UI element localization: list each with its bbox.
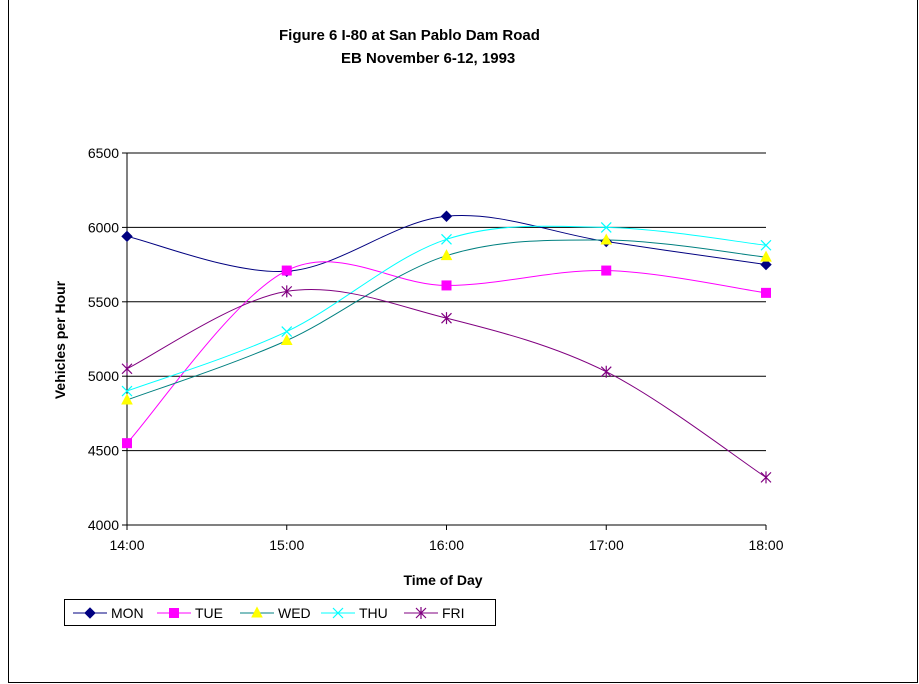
legend-label: THU bbox=[359, 604, 388, 621]
x-axis-label: Time of Day bbox=[403, 572, 482, 588]
y-tick-label: 4000 bbox=[88, 517, 119, 533]
legend-label: TUE bbox=[195, 604, 223, 621]
legend-marker-mon bbox=[84, 606, 96, 619]
legend-label: FRI bbox=[442, 604, 465, 621]
data-point-fri bbox=[121, 362, 133, 375]
data-point-thu bbox=[441, 233, 452, 245]
data-point-wed bbox=[121, 393, 133, 405]
gridlines bbox=[127, 152, 766, 452]
legend-label: MON bbox=[111, 604, 144, 621]
legend-swatch bbox=[321, 607, 355, 618]
data-point-fri bbox=[600, 365, 612, 378]
y-tick-label: 4500 bbox=[88, 443, 119, 459]
data-point-mon bbox=[440, 210, 453, 222]
legend-item-thu: THU bbox=[321, 600, 388, 625]
legend-marker-wed bbox=[251, 605, 263, 617]
legend-item-tue: TUE bbox=[157, 600, 223, 625]
chart-title: Figure 6 I-80 at San Pablo Dam Road bbox=[279, 27, 540, 44]
legend-item-fri: FRI bbox=[404, 600, 465, 625]
data-point-tue bbox=[281, 265, 292, 276]
data-point-fri bbox=[441, 312, 452, 325]
data-point-tue bbox=[761, 287, 771, 298]
data-point-tue bbox=[122, 438, 132, 449]
x-tick-label: 16:00 bbox=[429, 537, 464, 553]
data-point-mon bbox=[121, 230, 133, 243]
data-point-fri bbox=[281, 285, 293, 298]
legend-item-mon: MON bbox=[73, 600, 144, 625]
legend-marker-fri bbox=[415, 606, 427, 619]
data-point-wed bbox=[760, 250, 772, 262]
chart-frame bbox=[8, 0, 918, 683]
data-point-tue bbox=[441, 280, 452, 291]
y-tick-label: 5500 bbox=[88, 294, 119, 310]
legend-marker-tue bbox=[169, 607, 179, 618]
data-point-thu bbox=[760, 239, 772, 251]
data-point-thu bbox=[600, 221, 612, 233]
y-tick-label: 6500 bbox=[88, 145, 119, 161]
y-axis-label: Vehicles per Hour bbox=[52, 280, 68, 399]
series-line-tue bbox=[126, 261, 767, 444]
series-markers bbox=[121, 210, 772, 484]
data-point-mon bbox=[760, 258, 772, 271]
legend-swatch bbox=[404, 606, 438, 619]
y-tick-label: 5000 bbox=[88, 368, 119, 384]
series-line-mon bbox=[126, 215, 767, 272]
data-point-fri bbox=[760, 471, 772, 484]
legend: MON TUE WED THU FRI bbox=[64, 599, 496, 626]
data-point-thu bbox=[121, 385, 133, 397]
x-tick-label: 18:00 bbox=[748, 537, 783, 553]
legend-swatch bbox=[240, 605, 274, 617]
legend-swatch bbox=[73, 606, 107, 619]
legend-swatch bbox=[157, 607, 191, 618]
legend-item-wed: WED bbox=[240, 600, 311, 625]
x-tick-label: 15:00 bbox=[269, 537, 304, 553]
legend-marker-thu bbox=[332, 607, 344, 618]
data-point-wed bbox=[440, 249, 453, 261]
chart-subtitle: EB November 6-12, 1993 bbox=[341, 50, 516, 67]
data-point-wed bbox=[280, 333, 293, 345]
legend-label: WED bbox=[278, 604, 311, 621]
data-point-wed bbox=[600, 233, 613, 245]
data-point-tue bbox=[601, 265, 612, 276]
y-tick-label: 6000 bbox=[88, 219, 119, 235]
axes bbox=[122, 152, 767, 530]
tick-labels: 4000 4500 5000 5500 6000 6500 14:00 15:00 16:00 1… bbox=[88, 145, 784, 553]
x-tick-label: 17:00 bbox=[589, 537, 624, 553]
data-point-thu bbox=[281, 326, 293, 337]
x-tick-label: 14:00 bbox=[109, 537, 144, 553]
